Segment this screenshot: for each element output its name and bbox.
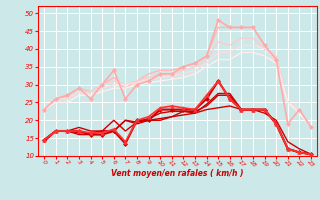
X-axis label: Vent moyen/en rafales ( km/h ): Vent moyen/en rafales ( km/h ): [111, 169, 244, 178]
